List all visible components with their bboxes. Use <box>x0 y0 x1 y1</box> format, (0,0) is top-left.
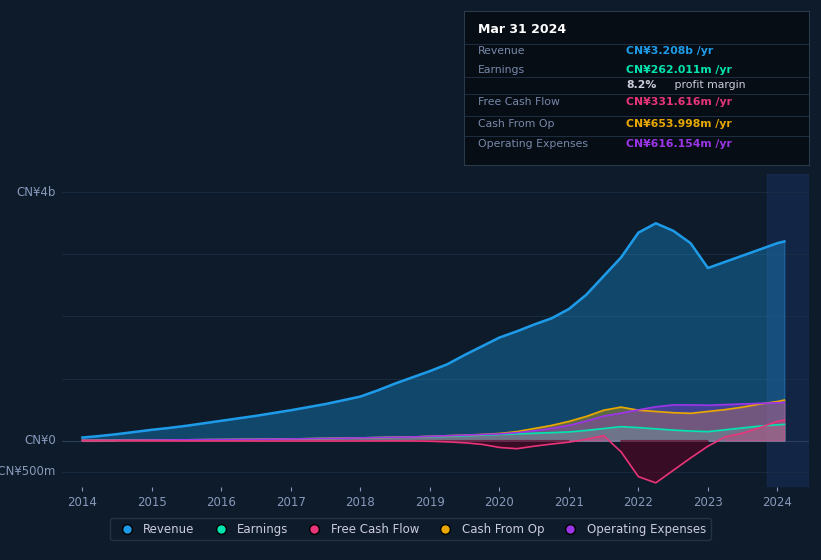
Text: -CN¥500m: -CN¥500m <box>0 465 56 478</box>
Text: CN¥3.208b /yr: CN¥3.208b /yr <box>626 46 713 56</box>
Text: 8.2%: 8.2% <box>626 80 656 90</box>
Text: Revenue: Revenue <box>478 46 525 56</box>
Text: Cash From Op: Cash From Op <box>478 119 554 129</box>
Text: Free Cash Flow: Free Cash Flow <box>478 97 560 107</box>
Text: Mar 31 2024: Mar 31 2024 <box>478 23 566 36</box>
Text: CN¥616.154m /yr: CN¥616.154m /yr <box>626 139 732 148</box>
Text: profit margin: profit margin <box>671 80 745 90</box>
Legend: Revenue, Earnings, Free Cash Flow, Cash From Op, Operating Expenses: Revenue, Earnings, Free Cash Flow, Cash … <box>110 518 711 540</box>
Text: CN¥0: CN¥0 <box>24 434 56 447</box>
Text: Earnings: Earnings <box>478 65 525 74</box>
Text: Operating Expenses: Operating Expenses <box>478 139 588 148</box>
Text: CN¥331.616m /yr: CN¥331.616m /yr <box>626 97 732 107</box>
Text: CN¥262.011m /yr: CN¥262.011m /yr <box>626 65 732 74</box>
Text: CN¥4b: CN¥4b <box>16 186 56 199</box>
Text: CN¥653.998m /yr: CN¥653.998m /yr <box>626 119 732 129</box>
Bar <box>767 174 809 487</box>
